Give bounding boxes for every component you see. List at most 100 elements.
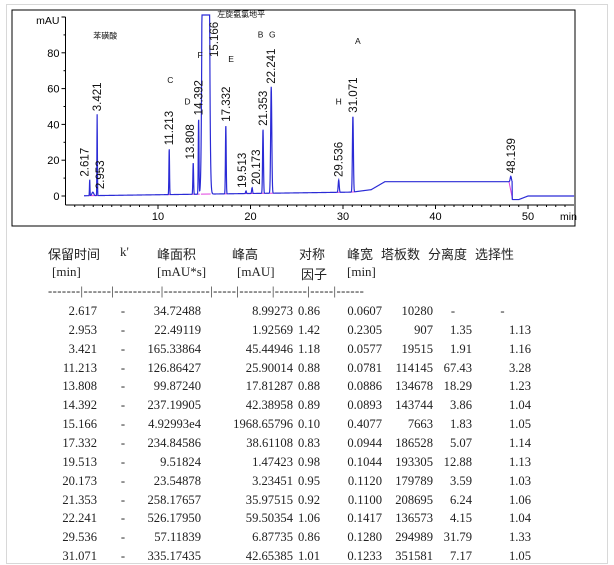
cell-selectivity: 1.05: [508, 417, 531, 432]
cell-plates: 114145: [395, 360, 433, 375]
cell-resolution: 4.15: [449, 511, 472, 526]
cell-height: 59.50354: [245, 511, 293, 526]
cell-area: 57.11839: [154, 530, 201, 545]
peak-label: 2.617: [80, 148, 92, 177]
cell-resolution: 12.88: [443, 454, 472, 469]
cell-plates: 136573: [395, 511, 433, 526]
x-tick-label: 20: [244, 211, 256, 223]
peak-label: 15.166: [209, 22, 221, 57]
cell-width: 0.2305: [347, 322, 382, 337]
cell-selectivity: 1.13: [508, 454, 531, 469]
cell-height: 3.23451: [252, 473, 293, 488]
compound-annotation: 左旋氨氯地平: [217, 9, 265, 19]
cell-retention-time: 19.513: [62, 454, 97, 469]
header-plates: 塔板数: [381, 247, 421, 262]
cell-symmetry: 0.10: [297, 417, 320, 432]
unit-retention-time: [min]: [52, 264, 81, 279]
integration-baseline: [88, 181, 514, 200]
cell-width: 0.4077: [347, 417, 382, 432]
cell-width: 0.1280: [347, 530, 382, 545]
compound-annotation: B: [258, 29, 264, 39]
peak-label: 11.213: [164, 111, 176, 145]
cell-resolution: 7.17: [449, 549, 472, 564]
cell-k-prime: -: [120, 473, 126, 488]
cell-area: 526.17950: [147, 511, 201, 526]
cell-k-prime: -: [120, 379, 126, 394]
y-tick-label: 40: [47, 119, 59, 131]
peak-label: 14.392: [194, 80, 206, 115]
cell-selectivity: 1.04: [508, 511, 531, 526]
cell-k-prime: -: [120, 549, 126, 564]
cell-area: 4.92993e4: [148, 417, 201, 432]
x-tick-label: 40: [429, 211, 441, 223]
cell-k-prime: -: [120, 454, 126, 469]
y-tick-label: 20: [47, 155, 59, 167]
cell-retention-time: 2.953: [68, 322, 97, 337]
cell-symmetry: 0.86: [297, 530, 320, 545]
cell-retention-time: 22.241: [62, 511, 97, 526]
cell-symmetry: 1.06: [297, 511, 320, 526]
cell-area: 234.84586: [147, 435, 201, 450]
cell-selectivity: 1.06: [508, 492, 531, 507]
header-k: k': [120, 244, 129, 259]
cell-symmetry: 0.98: [297, 454, 320, 469]
compound-annotation: H: [336, 97, 342, 107]
cell-resolution: 1.83: [449, 417, 472, 432]
table-separator: -------|------|----------|----------|---…: [48, 284, 365, 298]
cell-plates: 907: [414, 322, 433, 337]
cell-selectivity: 1.23: [508, 379, 531, 394]
compound-annotation: 苯磺酸: [93, 30, 117, 40]
cell-height: 42.38958: [245, 398, 293, 413]
cell-selectivity: -: [500, 304, 505, 318]
cell-symmetry: 1.18: [297, 341, 320, 356]
cell-width: 0.1417: [347, 511, 382, 526]
cell-selectivity: 1.03: [508, 473, 531, 488]
header-symmetry: 对称: [299, 247, 326, 262]
cell-resolution: 5.07: [449, 435, 472, 450]
cell-resolution: 3.86: [449, 398, 472, 413]
cell-selectivity: 1.04: [508, 398, 531, 413]
cell-k-prime: -: [120, 304, 126, 318]
unit-symmetry: 因子: [301, 267, 328, 282]
compound-annotation: C: [167, 75, 173, 85]
compound-annotation: A: [355, 36, 361, 46]
cell-area: 9.51824: [160, 454, 201, 469]
peak-label: 17.332: [221, 87, 233, 122]
cell-height: 1.92569: [252, 322, 293, 337]
cell-resolution: 18.29: [443, 379, 472, 394]
cell-plates: 7663: [407, 417, 433, 432]
cell-retention-time: 13.808: [62, 379, 97, 394]
header-retention-time: 保留时间: [48, 247, 101, 262]
header-width: 峰宽: [347, 247, 374, 262]
cell-height: 38.61108: [246, 435, 293, 450]
cell-symmetry: 0.88: [297, 379, 320, 394]
cell-height: 25.90014: [245, 360, 293, 375]
peak-label: 2.953: [95, 160, 107, 189]
cell-selectivity: 1.33: [508, 530, 531, 545]
cell-plates: 186528: [395, 435, 433, 450]
cell-height: 42.65385: [245, 549, 293, 564]
unit-width: [min]: [347, 264, 376, 279]
cell-k-prime: -: [120, 341, 126, 356]
cell-plates: 294989: [395, 530, 433, 545]
cell-symmetry: 1.42: [297, 322, 320, 337]
peak-label: 31.071: [348, 77, 360, 112]
cell-area: 99.87240: [153, 379, 201, 394]
cell-plates: 193305: [395, 454, 433, 469]
cell-k-prime: -: [120, 322, 126, 337]
peak-label: 13.808: [185, 124, 197, 159]
cell-plates: 10280: [401, 304, 433, 318]
cell-resolution: 1.91: [449, 341, 472, 356]
cell-height: 45.44946: [245, 341, 293, 356]
cell-retention-time: 3.421: [68, 341, 97, 356]
peak-label: 21.353: [258, 91, 270, 126]
cell-area: 258.17657: [147, 492, 201, 507]
cell-height: 1.47423: [252, 454, 293, 469]
peak-label: 29.536: [334, 142, 346, 177]
header-height: 峰高: [232, 247, 259, 262]
header-area: 峰面积: [157, 247, 197, 262]
cell-area: 34.72488: [153, 304, 201, 318]
unit-height: [mAU]: [237, 264, 275, 279]
cell-width: 0.0886: [347, 379, 382, 394]
cell-selectivity: 1.05: [508, 549, 531, 564]
